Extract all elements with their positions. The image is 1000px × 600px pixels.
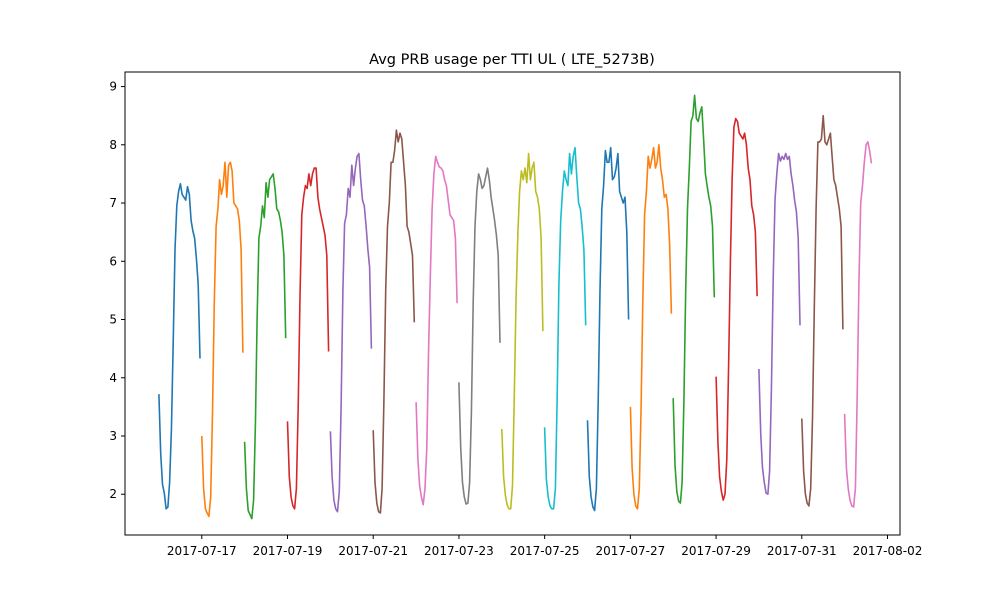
series-line-2017-07-28 (672, 94, 716, 504)
x-tick-label: 2017-08-02 (853, 544, 923, 558)
series-line-2017-07-29 (715, 117, 758, 501)
x-tick-label: 2017-07-21 (338, 544, 408, 558)
x-tick-label: 2017-07-31 (767, 544, 837, 558)
series-line-2017-07-24 (501, 152, 544, 510)
series-line-2017-07-20 (329, 152, 373, 513)
x-tick-label: 2017-07-17 (167, 544, 237, 558)
axes-frame (124, 71, 901, 536)
y-axis: 2 3 4 5 6 7 8 9 (109, 80, 125, 501)
series-line-2017-07-25 (543, 146, 587, 510)
y-tick-label: 4 (109, 371, 117, 385)
x-axis: 2017-07-17 2017-07-19 2017-07-21 2017-07-23… (167, 535, 922, 558)
series-line-2017-07-23 (458, 167, 501, 505)
series-line-2017-07-16 (158, 183, 201, 510)
series-line-2017-07-21 (372, 129, 416, 514)
series-line-2017-07-26 (586, 146, 630, 512)
series-line-2017-07-18 (243, 173, 287, 520)
x-tick-label: 2017-07-25 (510, 544, 580, 558)
series-line-2017-07-22 (415, 155, 458, 506)
x-tick-label: 2017-07-27 (595, 544, 665, 558)
y-tick-label: 2 (109, 487, 117, 501)
y-tick-label: 9 (109, 80, 117, 94)
series-line-2017-07-17 (201, 161, 244, 518)
y-tick-label: 7 (109, 196, 117, 210)
series-line-2017-07-30 (758, 152, 801, 496)
y-tick-label: 8 (109, 138, 117, 152)
series-line-2017-08-01 (843, 141, 873, 508)
plot-area (124, 71, 901, 536)
chart-title: Avg PRB usage per TTI UL ( LTE_5273B) (369, 52, 655, 68)
series-line-2017-07-27 (629, 144, 673, 510)
y-tick-label: 5 (109, 313, 117, 327)
x-tick-label: 2017-07-29 (681, 544, 751, 558)
y-tick-label: 6 (109, 254, 117, 268)
x-tick-label: 2017-07-23 (424, 544, 494, 558)
series-layer (158, 94, 873, 520)
x-tick-label: 2017-07-19 (253, 544, 323, 558)
y-tick-label: 3 (109, 429, 117, 443)
series-line-2017-07-19 (286, 167, 330, 510)
series-line-2017-07-31 (801, 114, 844, 507)
